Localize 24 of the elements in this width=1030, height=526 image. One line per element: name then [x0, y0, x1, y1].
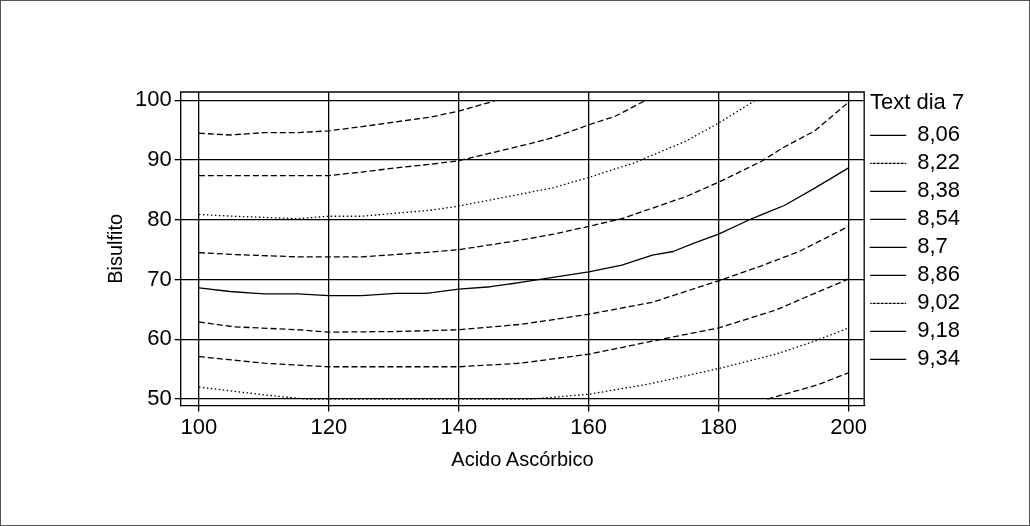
legend-label: 9,34: [917, 345, 961, 371]
x-tick-label: 140: [440, 413, 478, 439]
x-tick-label: 160: [570, 413, 608, 439]
y-tick-label: 90: [147, 146, 172, 172]
y-tick-label: 80: [147, 205, 172, 231]
x-tick-label: 120: [310, 413, 348, 439]
legend-label: 9,02: [917, 289, 961, 315]
legend-label: 8,7: [917, 233, 948, 259]
y-tick-label: 100: [134, 86, 172, 112]
y-tick-label: 70: [147, 265, 172, 291]
y-tick-label: 60: [147, 325, 172, 351]
x-tick-label: 100: [180, 413, 218, 439]
legend-label: 8,38: [917, 177, 961, 203]
legend-label: 8,22: [917, 149, 961, 175]
legend-label: 8,86: [917, 261, 961, 287]
legend-label: 9,18: [917, 317, 961, 343]
legend-label: 8,06: [917, 121, 961, 147]
x-axis-title: Acido Ascórbico: [451, 447, 594, 470]
x-tick-label: 180: [700, 413, 738, 439]
legend-title: Text dia 7: [870, 89, 965, 115]
y-tick-label: 50: [147, 385, 172, 411]
x-tick-label: 200: [830, 413, 867, 439]
legend-label: 8,54: [917, 205, 961, 231]
y-axis-title: Bisulfito: [103, 213, 126, 284]
